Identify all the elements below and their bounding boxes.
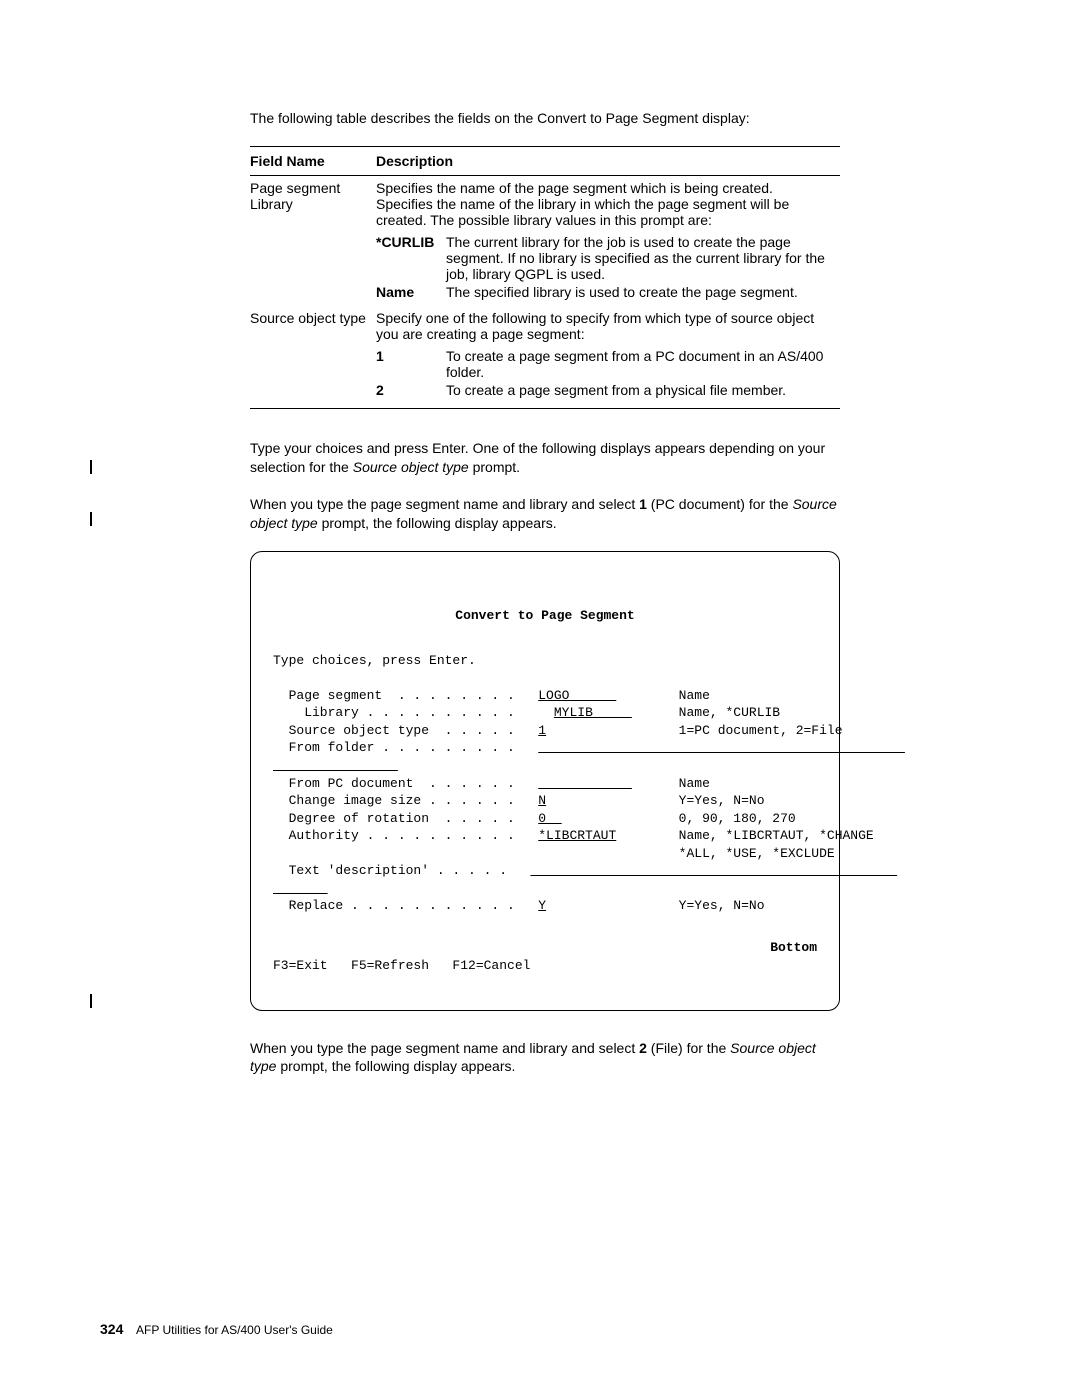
revision-bar-2 [90,512,92,526]
paragraph-1: Type your choices and press Enter. One o… [250,439,840,477]
terminal-fkeys: F3=Exit F5=Refresh F12=Cancel [273,958,530,973]
terminal-display: Convert to Page Segment Type choices, pr… [250,551,840,1011]
from-pc-document-input[interactable] [538,776,632,791]
row1-desc: Specifies the name of the page segment w… [376,176,840,307]
replace-input[interactable]: Y [538,898,546,913]
row2-desc: Specify one of the following to specify … [376,306,840,409]
row1-sub2-val: The specified library is used to create … [446,284,834,300]
page-segment-input[interactable]: LOGO [538,688,616,703]
paragraph-3: When you type the page segment name and … [250,1039,840,1077]
intro-text: The following table describes the fields… [250,110,840,126]
authority-input[interactable]: *LIBCRTAUT [538,828,616,843]
revision-bar-3 [90,994,92,1008]
text-description-input[interactable] [530,863,897,878]
library-input[interactable]: MYLIB [554,705,632,720]
col-field-name: Field Name [250,147,376,176]
source-object-type-input[interactable]: 1 [538,723,546,738]
row1-sub2-key: Name [376,284,446,300]
page-footer: 324 AFP Utilities for AS/400 User's Guid… [100,1321,333,1337]
revision-bar-1 [90,460,92,474]
row2-sub2-val: To create a page segment from a physical… [446,382,834,398]
row1-sub1-key: *CURLIB [376,234,446,282]
from-folder-input[interactable] [538,740,905,755]
row1-field: Page segment Library [250,176,376,307]
paragraph-2: When you type the page segment name and … [250,495,840,533]
row2-sub1-key: 1 [376,348,446,380]
row1-sub1-val: The current library for the job is used … [446,234,834,282]
field-description-table: Field Name Description Page segment Libr… [250,146,840,409]
col-description: Description [376,147,840,176]
footer-title: AFP Utilities for AS/400 User's Guide [136,1323,333,1337]
row2-sub2-key: 2 [376,382,446,398]
terminal-bottom: Bottom [273,939,817,957]
text-description-input-2[interactable] [273,881,328,896]
degree-rotation-input[interactable]: 0 [538,811,561,826]
change-image-size-input[interactable]: N [538,793,546,808]
from-folder-input-2[interactable] [273,758,398,773]
terminal-title: Convert to Page Segment [273,607,817,625]
page-number: 324 [100,1321,123,1337]
row2-sub1-val: To create a page segment from a PC docum… [446,348,834,380]
row2-field: Source object type [250,306,376,409]
